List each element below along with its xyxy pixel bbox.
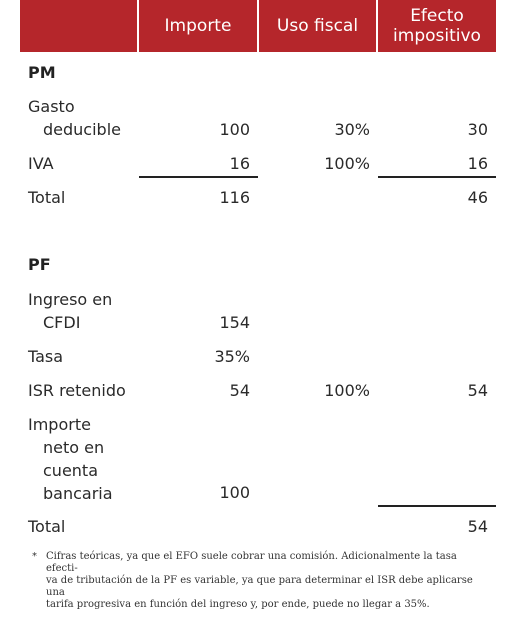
neto-label-line2: neto en xyxy=(43,438,105,457)
header-blank-cell xyxy=(20,0,137,52)
gasto-importe: 100 xyxy=(219,120,250,139)
ingreso-importe: 154 xyxy=(219,313,250,332)
neto-label-line4: bancaria xyxy=(43,484,113,503)
pm-subtotal-rule-efecto xyxy=(378,176,496,178)
ingreso-label-line1: Ingreso en xyxy=(28,290,113,309)
footnote: Cifras teóricas, ya que el EFO suele cob… xyxy=(46,551,476,611)
row-label-ingreso-cfdi: Ingreso en CFDI xyxy=(28,288,112,334)
isr-importe: 54 xyxy=(229,381,250,400)
pm-total-label: Total xyxy=(28,188,66,207)
iva-uso-fiscal: 100% xyxy=(324,154,370,173)
row-label-isr-retenido: ISR retenido xyxy=(28,381,126,400)
pf-total-label: Total xyxy=(28,517,66,536)
footnote-marker: * xyxy=(32,551,37,562)
pm-subtotal-rule-importe xyxy=(139,176,258,178)
footnote-line3: tarifa progresiva en función del ingreso… xyxy=(46,599,430,610)
section-title-pf: PF xyxy=(28,255,51,274)
tasa-importe: 35% xyxy=(214,347,250,366)
iva-importe: 16 xyxy=(229,154,250,173)
gasto-label-line2: deducible xyxy=(43,120,121,139)
gasto-efecto: 30 xyxy=(467,120,488,139)
neto-label-line3: cuenta xyxy=(43,461,98,480)
footnote-line1: Cifras teóricas, ya que el EFO suele cob… xyxy=(46,551,457,574)
header-efecto-line2: impositivo xyxy=(393,26,481,46)
gasto-label-line1: Gasto xyxy=(28,97,75,116)
pm-total-efecto: 46 xyxy=(467,188,488,207)
row-label-gasto-deducible: Gasto deducible xyxy=(28,95,121,141)
iva-efecto: 16 xyxy=(467,154,488,173)
header-uso-fiscal: Uso fiscal xyxy=(259,0,376,52)
row-label-importe-neto: Importe neto en cuenta bancaria xyxy=(28,413,113,505)
section-title-pm: PM xyxy=(28,63,56,82)
isr-efecto: 54 xyxy=(467,381,488,400)
gasto-uso-fiscal: 30% xyxy=(334,120,370,139)
pf-subtotal-rule-efecto xyxy=(378,505,496,507)
pm-total-importe: 116 xyxy=(219,188,250,207)
header-efecto-impositivo: Efecto impositivo xyxy=(378,0,496,52)
header-efecto-line1: Efecto xyxy=(410,6,464,26)
isr-uso-fiscal: 100% xyxy=(324,381,370,400)
row-label-iva: IVA xyxy=(28,154,54,173)
pf-total-efecto: 54 xyxy=(467,517,488,536)
row-label-tasa: Tasa xyxy=(28,347,64,366)
header-importe: Importe xyxy=(139,0,257,52)
footnote-line2: va de tributación de la PF es variable, … xyxy=(46,575,473,598)
neto-importe: 100 xyxy=(219,483,250,502)
neto-label-line1: Importe xyxy=(28,415,91,434)
ingreso-label-line2: CFDI xyxy=(43,313,81,332)
